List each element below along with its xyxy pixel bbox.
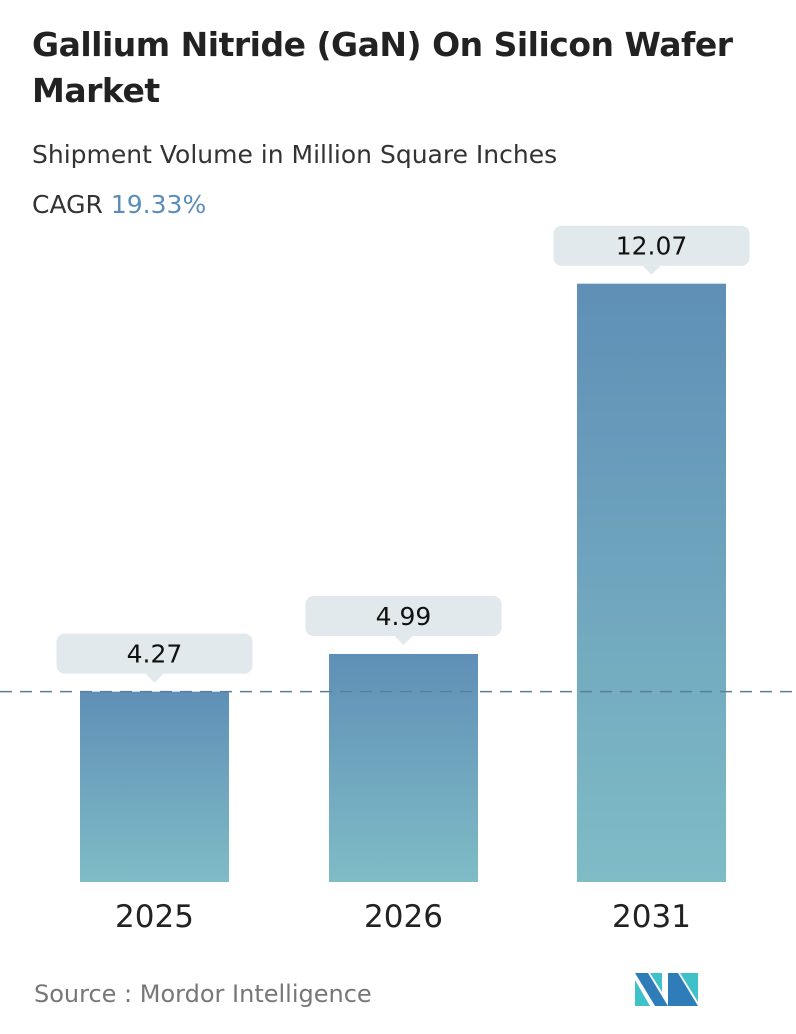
chart-subtitle: Shipment Volume in Million Square Inches <box>32 140 558 169</box>
data-label-pointer <box>145 673 164 683</box>
x-tick-label: 2031 <box>612 899 691 935</box>
data-label-pointer <box>394 635 413 645</box>
data-label-bubble <box>56 633 253 674</box>
data-label-bubble <box>553 225 750 266</box>
x-tick-label: 2026 <box>364 899 443 935</box>
source-text: Source : Mordor Intelligence <box>34 980 372 1008</box>
bar-2025 <box>80 691 229 882</box>
cagr: CAGR 19.33% <box>32 190 206 219</box>
bar-2026 <box>329 653 478 882</box>
x-tick-label: 2025 <box>115 899 194 935</box>
data-label: 4.99 <box>376 602 432 631</box>
cagr-label: CAGR <box>32 190 103 219</box>
cagr-value: 19.33% <box>110 190 207 219</box>
chart-title: Gallium Nitride (GaN) On Silicon Wafer M… <box>32 25 733 110</box>
data-label: 12.07 <box>616 232 688 261</box>
data-label: 4.27 <box>127 640 183 669</box>
bar-2031 <box>577 283 726 882</box>
data-label-pointer <box>642 265 661 275</box>
data-label-bubble <box>305 595 502 636</box>
